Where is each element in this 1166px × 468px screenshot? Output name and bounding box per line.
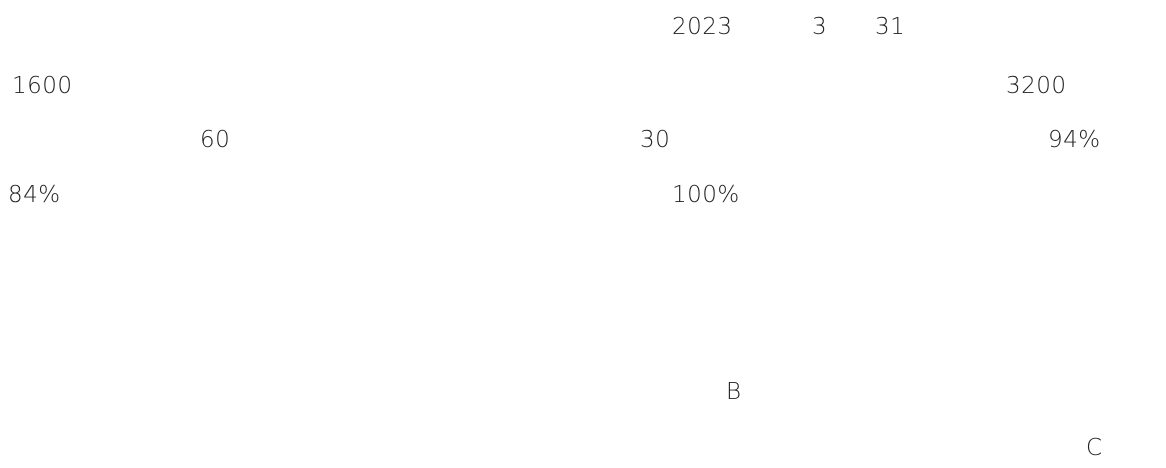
text-fragment: 1600: [12, 73, 73, 99]
text-fragment: 84%: [8, 182, 61, 208]
text-fragment: C: [1086, 435, 1103, 461]
text-fragment: 30: [640, 127, 671, 153]
text-fragment: 100%: [672, 182, 740, 208]
text-fragment: 3: [812, 14, 828, 40]
text-fragment: 31: [875, 14, 906, 40]
text-fragment: 60: [200, 127, 231, 153]
text-fragment: 2023: [672, 14, 733, 40]
text-fragment: 3200: [1006, 73, 1067, 99]
text-fragment: 94%: [1048, 127, 1101, 153]
text-fragment: B: [726, 379, 742, 405]
